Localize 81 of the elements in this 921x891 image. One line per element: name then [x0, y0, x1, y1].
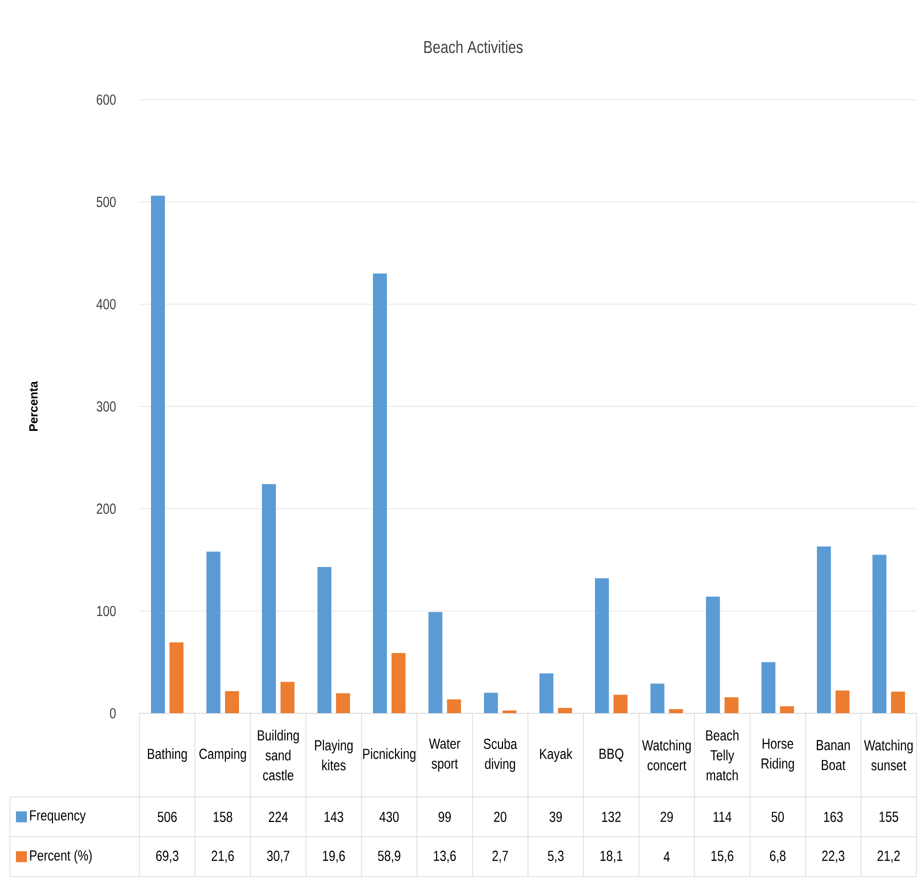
data-label: 224: [268, 812, 288, 822]
y-axis-title: Percenta: [29, 381, 38, 432]
data-label: 69,3: [156, 850, 178, 863]
data-label: 21,2: [878, 850, 900, 863]
y-tick-label: 100: [97, 606, 116, 616]
y-tick-label: 600: [96, 94, 116, 106]
bar: [262, 484, 276, 714]
data-label: 19,6: [322, 850, 345, 863]
legend-label: Percent (%): [30, 850, 92, 864]
bar: [558, 708, 572, 714]
bar: [317, 567, 332, 714]
data-label: 506: [158, 812, 177, 822]
y-tick-label: 200: [96, 504, 116, 514]
data-label: 13,6: [434, 850, 456, 863]
bar: [170, 642, 184, 714]
x-tick-label: Watching sunset: [864, 740, 913, 771]
data-label: 114: [714, 812, 732, 822]
data-label: 132: [602, 812, 621, 822]
chart-title: Beach Activities: [424, 40, 523, 54]
x-tick-label: Water sport: [429, 738, 460, 772]
bar: [872, 554, 886, 714]
data-label: 4: [664, 852, 670, 862]
x-tick-label: Scuba diving: [484, 738, 518, 772]
y-tick-label: 400: [96, 299, 116, 310]
data-label: 58,9: [378, 850, 400, 863]
data-label: 6,8: [770, 850, 786, 863]
bar: [225, 691, 239, 714]
bar: [836, 690, 850, 714]
data-label: 163: [824, 812, 843, 822]
bar: [594, 578, 609, 714]
y-tick-label: 500: [96, 196, 116, 208]
x-tick-label: Picnicking: [363, 748, 416, 762]
data-label: 29: [660, 812, 673, 822]
x-tick-label: Banan Boat: [816, 740, 850, 770]
data-label: 155: [880, 812, 898, 822]
x-tick-label: Kayak: [540, 748, 572, 762]
x-tick-label: Watching concert: [642, 740, 691, 771]
y-tick-label: 0: [110, 708, 116, 719]
x-tick-label: Horse Riding: [762, 738, 794, 772]
bar: [761, 662, 776, 714]
data-label: 21,6: [212, 850, 234, 863]
x-tick-label: BBQ: [600, 748, 624, 762]
bar: [280, 682, 294, 714]
bar: [891, 692, 905, 714]
data-label: 30,7: [267, 850, 290, 863]
data-label: 18,1: [600, 850, 622, 863]
data-label: 158: [214, 812, 232, 822]
bar: [706, 596, 720, 714]
x-tick-label: Camping: [199, 748, 246, 762]
bar: [447, 700, 461, 714]
y-tick-label: 300: [96, 401, 116, 412]
bar: [392, 653, 406, 714]
bar: [614, 694, 628, 714]
bar: [372, 274, 387, 714]
x-tick-label: Beach Telly match: [706, 730, 738, 781]
bar: [484, 693, 498, 714]
bar: [428, 612, 442, 714]
x-tick-label: Building sand castle: [258, 730, 299, 781]
x-tick-label: Bathing: [148, 748, 187, 762]
bar: [669, 709, 683, 714]
data-label: 39: [550, 812, 562, 822]
bar: [780, 706, 794, 714]
bar: [724, 698, 738, 714]
legend-label: Frequency: [30, 810, 86, 824]
data-label: 143: [324, 812, 344, 822]
data-label: 5,3: [548, 850, 564, 863]
x-tick-label: Playing kites: [315, 740, 353, 771]
bar: [650, 684, 664, 714]
bar: [206, 552, 220, 714]
bar: [150, 196, 165, 714]
bar: [502, 710, 516, 714]
data-label: 50: [772, 812, 784, 822]
data-label: 99: [438, 812, 451, 822]
bar: [539, 674, 554, 714]
bar: [336, 693, 350, 714]
data-label: 22,3: [822, 850, 844, 863]
data-label: 15,6: [711, 850, 734, 863]
bar: [816, 546, 831, 714]
data-label: 430: [379, 812, 399, 822]
data-label: 2,7: [492, 850, 508, 863]
data-label: 20: [494, 812, 506, 822]
